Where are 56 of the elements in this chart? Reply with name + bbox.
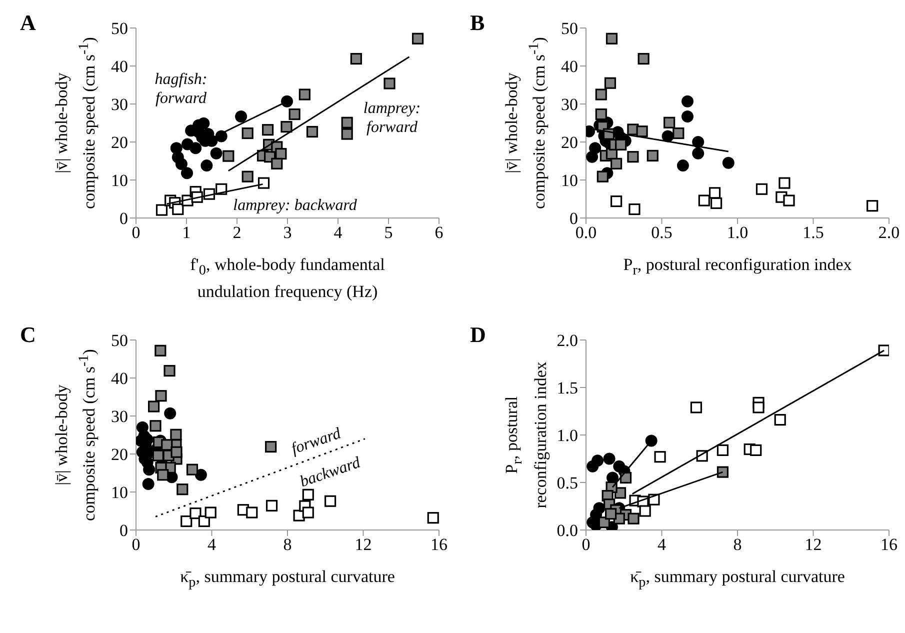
y-tick-label: 50 <box>561 19 578 38</box>
y-tick-label: 20 <box>111 133 128 152</box>
y-tick-label: 30 <box>111 95 128 114</box>
y-tick-label: 10 <box>111 171 128 190</box>
x-tick-label: 2 <box>232 223 242 242</box>
y-tick-label: 10 <box>561 171 578 190</box>
chart-title: B <box>470 10 485 36</box>
x-tick-label: 16 <box>430 535 448 554</box>
y-tick-label: 0.0 <box>556 521 578 540</box>
x-tick-label: 3 <box>283 223 292 242</box>
x-axis-title: P$_{r}$, postural reconfiguration index <box>622 254 853 280</box>
x-tick-label: 8 <box>283 535 292 554</box>
x-axis-title: f'$_{0}$, whole-body fundamental undulation frequency (Hz) <box>189 254 386 304</box>
y-tick-label: 30 <box>561 95 578 114</box>
x-tick-label: 1.5 <box>802 223 824 242</box>
x-tick-label: 12 <box>354 535 372 554</box>
x-tick-label: 0.5 <box>651 223 672 242</box>
y-tick-label: 50 <box>111 19 128 38</box>
x-tick-label: 4 <box>208 535 216 554</box>
x-tick-label: 1.0 <box>726 223 748 242</box>
x-tick-label: 8 <box>733 535 742 554</box>
chart-title: D <box>470 322 486 348</box>
y-tick-label: 2.0 <box>556 331 578 350</box>
y-tick-label: 50 <box>111 331 128 350</box>
y-tick-label: 30 <box>111 407 128 426</box>
x-tick-label: 0.0 <box>575 223 597 242</box>
chart-title: A <box>20 10 36 36</box>
y-tick-label: 40 <box>111 369 128 388</box>
x-tick-label: 6 <box>434 223 444 242</box>
x-axis-title: κ̄$_{p}$, summary postural curvature <box>629 566 846 592</box>
y-tick-label: 0.5 <box>556 474 578 493</box>
y-tick-label: 40 <box>111 57 128 76</box>
x-tick-label: 4 <box>334 223 343 242</box>
x-tick-label: 12 <box>804 535 822 554</box>
x-tick-label: 0 <box>582 535 590 554</box>
x-tick-label: 0 <box>132 535 140 554</box>
y-tick-label: 1.5 <box>556 378 578 398</box>
y-tick-label: 1.0 <box>556 426 578 446</box>
y-tick-label: 40 <box>561 57 578 76</box>
x-tick-label: 16 <box>880 535 898 554</box>
chart-title: C <box>20 322 36 348</box>
y-tick-label: 0 <box>570 209 578 228</box>
y-tick-label: 10 <box>111 483 128 502</box>
x-tick-label: 5 <box>384 223 393 242</box>
x-tick-label: 2.0 <box>878 223 900 242</box>
x-tick-label: 1 <box>182 223 191 242</box>
annotation: lamprey: forward <box>362 99 422 138</box>
y-tick-label: 0 <box>120 209 128 228</box>
x-tick-label: 4 <box>658 535 666 554</box>
annotation: lamprey: backward <box>232 196 358 216</box>
annotation: hagfish: forward <box>154 71 208 107</box>
y-tick-label: 0 <box>120 521 128 540</box>
x-tick-label: 0 <box>132 223 140 242</box>
y-tick-label: 20 <box>111 445 128 464</box>
y-tick-label: 20 <box>561 133 578 152</box>
x-axis-title: κ̄$_{p}$, summary postural curvature <box>179 566 396 592</box>
